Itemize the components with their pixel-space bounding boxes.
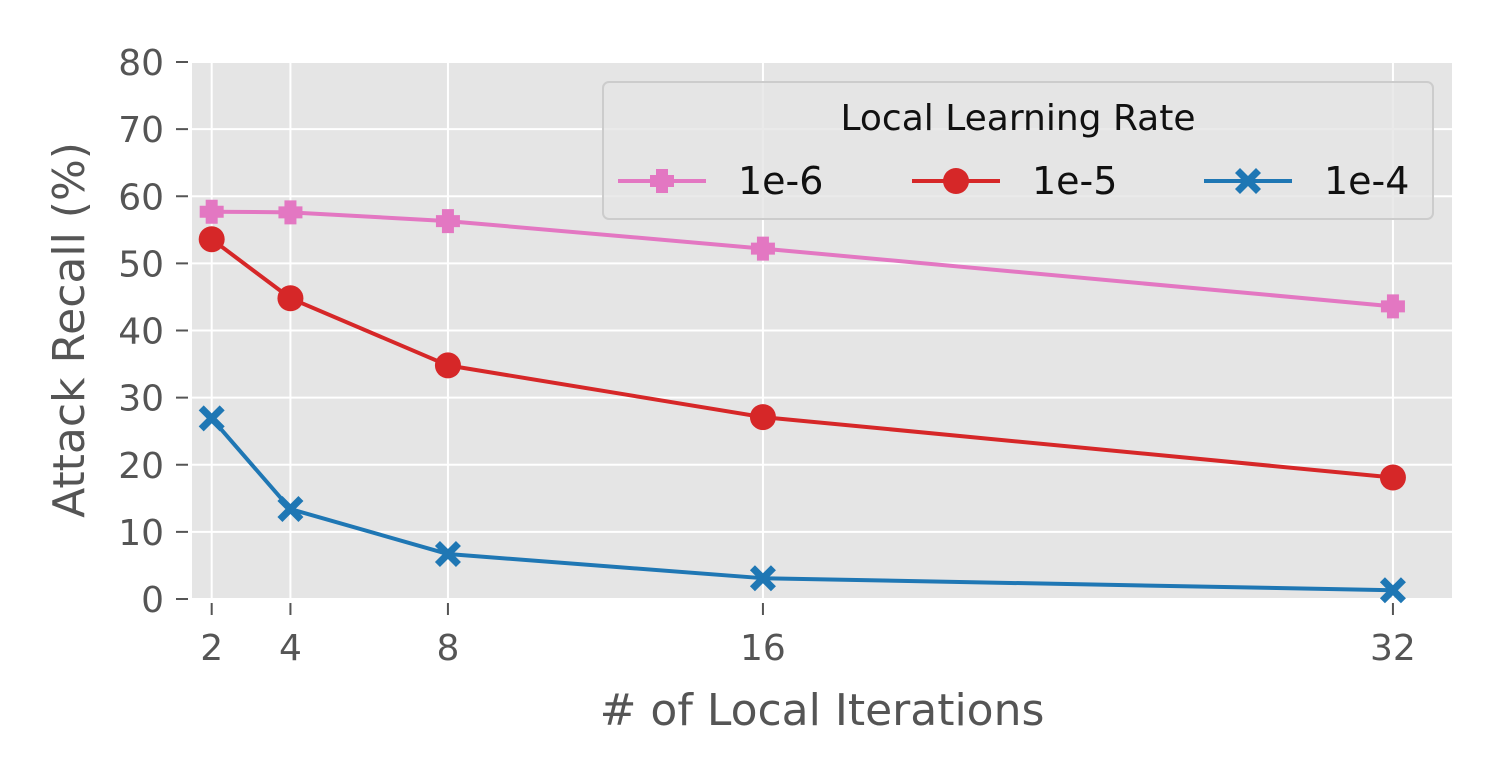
legend-label: 1e-4 [1324, 159, 1409, 203]
y-axis: 0 10 20 30 40 50 60 70 80 [118, 43, 188, 621]
x-tick-label: 2 [200, 628, 223, 669]
y-tick-label: 60 [118, 177, 164, 218]
legend-marker [650, 169, 674, 193]
y-tick-label: 0 [141, 580, 164, 621]
data-point [1379, 464, 1406, 491]
legend-label: 1e-6 [738, 159, 823, 203]
y-axis-title: Attack Recall (%) [44, 142, 95, 518]
data-point [435, 209, 460, 234]
data-point [749, 565, 776, 592]
data-point [198, 405, 225, 432]
data-point [277, 285, 304, 312]
data-point [278, 200, 303, 225]
y-tick-label: 80 [118, 43, 164, 84]
legend-entry: 1e-5 [912, 159, 1117, 203]
data-point [750, 236, 775, 261]
x-tick-label: 32 [1370, 628, 1416, 669]
series-layer [198, 199, 1406, 604]
legend-label: 1e-5 [1032, 159, 1117, 203]
legend-entry: 1e-4 [1204, 159, 1409, 203]
x-axis-title: # of Local Iterations [600, 685, 1045, 736]
legend-title: Local Learning Rate [840, 98, 1195, 139]
legend: Local Learning Rate 1e-6 1e-5 1e-4 [602, 81, 1434, 220]
legend-marker [943, 168, 969, 194]
data-point [198, 226, 225, 253]
data-point [434, 352, 461, 379]
data-point [199, 199, 224, 224]
legend-marker [1235, 168, 1261, 194]
legend-items: 1e-6 1e-5 1e-4 [618, 159, 1409, 203]
x-tick-label: 4 [279, 628, 302, 669]
data-point [1379, 577, 1406, 604]
data-point [434, 541, 461, 568]
x-tick-label: 16 [740, 628, 786, 669]
series-1e-4 [198, 405, 1406, 604]
data-point [749, 404, 776, 431]
x-tick-label: 8 [436, 628, 459, 669]
data-point [1380, 294, 1405, 319]
y-tick-label: 70 [118, 110, 164, 151]
y-tick-label: 40 [118, 312, 164, 353]
data-point [277, 496, 304, 523]
series-1e-5 [198, 226, 1406, 491]
y-tick-label: 30 [118, 379, 164, 420]
y-tick-label: 10 [118, 513, 164, 554]
series-1e-6 [199, 199, 1405, 319]
legend-box [602, 81, 1434, 220]
legend-entry: 1e-6 [618, 159, 823, 203]
y-tick-label: 50 [118, 244, 164, 285]
y-tick-label: 20 [118, 446, 164, 487]
x-axis: 2 4 8 16 32 [200, 603, 1416, 669]
